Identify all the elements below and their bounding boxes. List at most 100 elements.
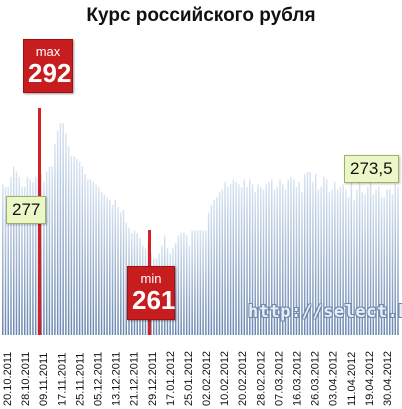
- bar: [56, 130, 59, 335]
- bar: [246, 186, 248, 335]
- bar: [183, 232, 185, 335]
- bar: [227, 186, 229, 335]
- x-tick-label: 29.12.2011: [147, 352, 159, 406]
- bar: [389, 189, 391, 335]
- bar: [240, 186, 243, 335]
- bar: [34, 176, 37, 335]
- bar: [23, 186, 26, 335]
- bar: [109, 199, 111, 335]
- bar: [43, 181, 45, 336]
- bar: [281, 184, 284, 335]
- bar: [358, 181, 361, 336]
- x-tick-label: 09.11.2011: [38, 353, 50, 406]
- bar: [70, 156, 73, 335]
- bar: [100, 192, 103, 335]
- bar: [378, 186, 380, 335]
- bar: [84, 174, 86, 335]
- bar: [98, 186, 100, 335]
- bar: [270, 179, 273, 335]
- bar: [265, 184, 268, 335]
- end-value-tag: 273,5: [344, 155, 399, 183]
- x-tick-label: 16.03.2012: [292, 351, 304, 406]
- bar: [210, 204, 213, 335]
- x-tick-label: 07.03.2012: [273, 351, 285, 406]
- bar: [196, 230, 199, 335]
- bar: [394, 184, 397, 335]
- bar: [73, 156, 75, 335]
- bar: [7, 186, 9, 335]
- x-tick-label: 05.12.2011: [93, 352, 105, 406]
- bar: [325, 179, 328, 335]
- bar: [174, 243, 177, 336]
- bar: [372, 194, 375, 335]
- bar: [106, 197, 108, 335]
- bar: [328, 192, 331, 335]
- bar: [356, 189, 358, 335]
- bar: [12, 166, 15, 335]
- max-tag-value: 292: [28, 58, 72, 88]
- bar: [2, 184, 4, 335]
- max-tag: max 292: [23, 39, 73, 93]
- bar: [51, 166, 53, 335]
- bar: [54, 143, 56, 335]
- bar: [114, 199, 117, 335]
- x-tick-label: 02.02.2012: [201, 351, 213, 406]
- bar: [103, 194, 106, 335]
- bar: [194, 230, 196, 335]
- bar: [29, 179, 31, 335]
- bar: [177, 235, 180, 335]
- bar: [81, 166, 84, 335]
- bar: [273, 189, 276, 335]
- bar: [251, 184, 254, 335]
- bar: [361, 192, 364, 335]
- bar: [320, 186, 322, 335]
- bar: [367, 186, 369, 335]
- bar: [78, 161, 81, 335]
- bar: [188, 245, 191, 335]
- bar: [303, 174, 306, 335]
- bar: [317, 189, 320, 335]
- x-tick-label: 11.04.2012: [346, 352, 358, 406]
- bar: [243, 179, 246, 335]
- bar: [268, 181, 270, 336]
- bar: [120, 212, 122, 335]
- bar: [336, 189, 339, 335]
- bar: [125, 222, 128, 335]
- bar: [232, 179, 235, 335]
- bar: [202, 230, 204, 335]
- bar: [111, 204, 114, 335]
- bar: [284, 189, 287, 335]
- bar: [306, 171, 309, 335]
- bar: [262, 189, 265, 335]
- bar: [117, 207, 119, 335]
- bar: [254, 192, 257, 335]
- bar: [59, 123, 62, 336]
- x-tick-label: 25.11.2011: [74, 353, 86, 406]
- bar: [295, 186, 298, 335]
- bar: [48, 166, 51, 335]
- min-tag-value: 261: [132, 285, 176, 315]
- bar: [312, 181, 314, 336]
- bars-group: [2, 123, 399, 336]
- x-tick-label: 13.12.2011: [111, 352, 123, 406]
- bar: [40, 174, 42, 335]
- x-tick-label: 26.03.2012: [310, 351, 322, 406]
- bar: [95, 184, 97, 335]
- bar: [397, 186, 399, 335]
- x-tick-label: 30.04.2012: [382, 351, 394, 406]
- bar: [353, 199, 355, 335]
- bar: [276, 186, 278, 335]
- bar: [92, 181, 95, 336]
- chart-title: Курс российского рубля: [86, 5, 316, 26]
- bar: [191, 230, 193, 335]
- start-value-tag: 277: [6, 196, 47, 224]
- bar: [331, 189, 333, 335]
- x-tick-label: 21.12.2011: [129, 352, 141, 406]
- bar: [347, 197, 350, 335]
- bar: [257, 184, 259, 335]
- bar: [249, 179, 251, 335]
- bar: [369, 179, 372, 335]
- min-tag-label: min: [140, 271, 162, 286]
